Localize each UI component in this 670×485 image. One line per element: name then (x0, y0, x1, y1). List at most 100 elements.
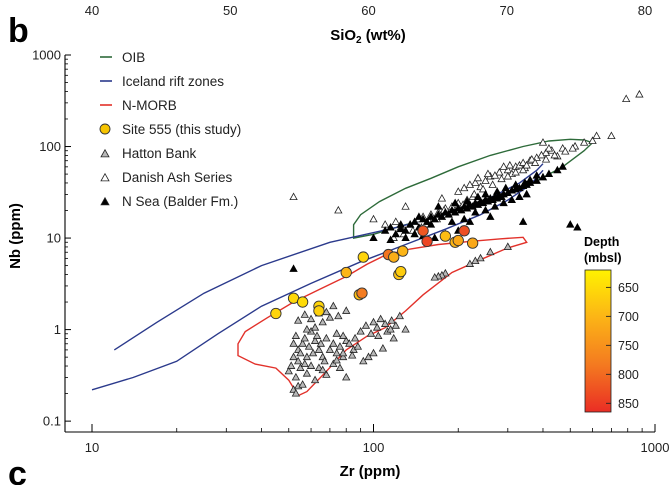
legend-triangle-swatch (100, 172, 110, 182)
legend-item-hatton: Hatton Bank (100, 146, 197, 161)
danish-ash-point (471, 178, 480, 186)
hatton-bank-point (298, 339, 307, 347)
site555-point (357, 251, 369, 263)
top-tick-label: 50 (223, 3, 237, 18)
danish-ash-point (541, 154, 551, 163)
plot-frame (64, 55, 655, 433)
hatton-bank-point (325, 313, 335, 321)
depth-colorbar: Depth (mbsl) 650 700 750 800 850 (584, 235, 639, 413)
site555-point (388, 251, 400, 263)
hatton-bank-point (338, 331, 348, 339)
n-sea-point (386, 223, 395, 231)
x-tick-label: 10 (85, 440, 99, 455)
hatton-bank-point (322, 370, 331, 378)
hatton-bank-point (430, 272, 439, 281)
legend-item-iceland: Iceland rift zones (100, 74, 224, 89)
hatton-bank-point (380, 319, 390, 327)
n-sea-point (430, 214, 439, 223)
site555-point (421, 235, 433, 248)
n-sea-point (473, 192, 483, 201)
colorbar-ticks: 650 700 750 800 850 (606, 281, 639, 411)
x-axis-ticks: 10 100 1000 (85, 424, 669, 455)
n-sea-point (471, 207, 480, 216)
danish-ash-point (518, 165, 528, 174)
n-sea-point (499, 198, 508, 207)
hatton-bank-point (300, 359, 309, 368)
hatton-bank-point (372, 323, 382, 331)
hatton-bank-point (298, 380, 307, 388)
n-sea-point (462, 197, 472, 205)
n-sea-point (532, 176, 541, 184)
danish-ash-point (391, 217, 400, 225)
site555-point (395, 265, 407, 278)
danish-ash-point (488, 180, 497, 188)
n-sea-point (426, 220, 436, 228)
legend: OIB Iceland rift zones N-MORB Site 555 (thi… (99, 50, 241, 209)
danish-ash-point (369, 214, 378, 223)
danish-ash-point (334, 205, 343, 214)
n-sea-point (486, 212, 495, 220)
hatton-bank-point (310, 375, 320, 384)
hatton-bank-point (503, 242, 512, 250)
danish-ash-point (592, 131, 601, 140)
danish-ash-point (518, 158, 528, 166)
hatton-bank-point (332, 329, 341, 337)
site555-point (296, 296, 309, 308)
site555-point (270, 307, 282, 320)
n-sea-point (573, 223, 582, 231)
hatton-bank-point (291, 372, 301, 381)
site555-point (417, 225, 429, 237)
n-sea-point (481, 189, 490, 198)
hatton-bank-point (300, 310, 309, 318)
site555-point (452, 234, 464, 247)
hatton-bank-point (395, 311, 404, 320)
n-sea-point (410, 217, 419, 225)
n-sea-point (566, 220, 575, 228)
n-sea-point (507, 195, 516, 204)
danish-ash-point (527, 154, 536, 163)
n-sea-points (289, 162, 582, 272)
hatton-bank-point (374, 331, 383, 339)
n-sea-point (444, 210, 453, 218)
y-axis-ticks: 0.1 1 10 100 1000 (32, 48, 71, 429)
danish-ash-point (522, 160, 531, 169)
hatton-bank-point (318, 365, 327, 374)
hatton-bank-point (356, 327, 365, 335)
n-sea-point (492, 187, 502, 195)
y-tick-label: 0.1 (43, 414, 61, 429)
hatton-bank-point (338, 348, 348, 357)
site555-point (397, 245, 409, 257)
hatton-bank-point (306, 314, 316, 323)
hatton-bank-point (304, 342, 314, 350)
hatton-bank-point (338, 352, 348, 361)
hatton-bank-point (293, 316, 303, 324)
hatton-bank-point (386, 324, 395, 333)
site555-point (313, 305, 325, 317)
hatton-bank-point (345, 339, 354, 347)
danish-ash-point (483, 169, 493, 178)
hatton-bank-point (287, 361, 296, 369)
n-sea-point (558, 162, 567, 170)
site555-point (340, 266, 352, 279)
top-tick-label: 60 (361, 3, 375, 18)
n-sea-point (544, 169, 554, 178)
danish-ash-point (490, 171, 500, 179)
danish-ash-points (289, 89, 644, 241)
hatton-bank-point (310, 323, 320, 331)
n-sea-point (525, 175, 535, 184)
n-sea-point (538, 172, 548, 181)
danish-ash-point (550, 150, 559, 159)
y-tick-label: 10 (47, 231, 61, 246)
legend-label: N Sea (Balder Fm.) (122, 194, 238, 209)
colorbar-tick-label: 750 (618, 339, 639, 353)
hatton-bank-point (486, 247, 495, 256)
danish-ash-point (495, 167, 504, 176)
hatton-bank-point (369, 348, 378, 357)
hatton-bank-point (310, 336, 320, 344)
danish-ash-point (561, 147, 570, 155)
hatton-bank-point (314, 345, 324, 353)
colorbar-tick-label: 850 (618, 397, 639, 411)
hatton-bank-point (361, 321, 371, 329)
hatton-bank-point (284, 366, 293, 375)
